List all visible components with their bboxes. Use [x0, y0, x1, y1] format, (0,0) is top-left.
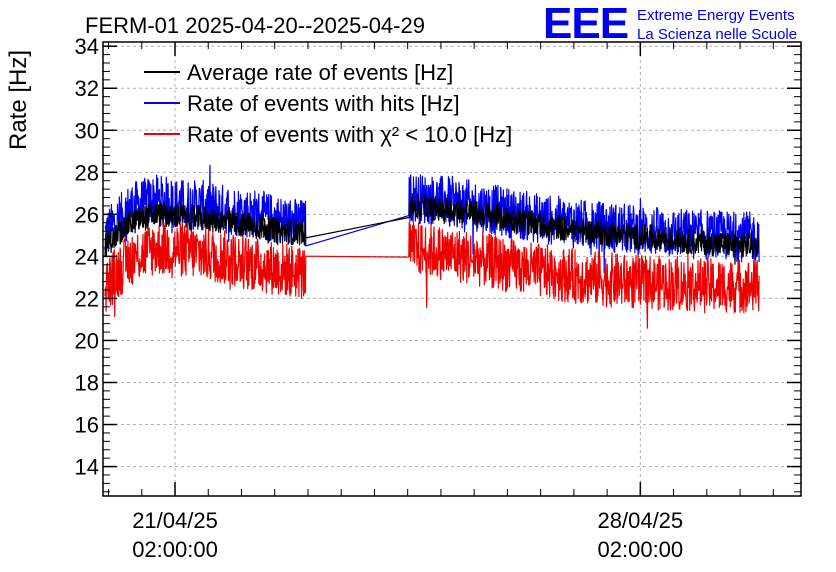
x-tick-label-date: 28/04/25 — [598, 508, 684, 533]
y-tick-label: 34 — [75, 34, 99, 59]
series-line-3 — [104, 221, 760, 329]
plot-frame — [102, 41, 802, 497]
y-tick-label: 18 — [75, 371, 99, 396]
y-tick-label: 16 — [75, 413, 99, 438]
plot-area — [104, 164, 760, 329]
y-tick-label: 22 — [75, 286, 99, 311]
legend-label: Rate of events with χ² < 10.0 [Hz] — [187, 122, 512, 147]
y-tick-label: 26 — [75, 202, 99, 227]
x-tick-label-time: 02:00:00 — [598, 537, 684, 562]
y-tick-label: 20 — [75, 328, 99, 353]
y-tick-label: 24 — [75, 244, 99, 269]
eee-logo: EEE — [543, 0, 628, 48]
x-tick-label-date: 21/04/25 — [132, 508, 218, 533]
legend: Average rate of events [Hz] Rate of event… — [144, 60, 512, 147]
y-tick-label: 30 — [75, 118, 99, 143]
y-tick-label: 28 — [75, 160, 99, 185]
y-tick-label: 14 — [75, 455, 99, 480]
logo-line-1: Extreme Energy Events — [637, 7, 795, 24]
y-tick-label: 32 — [75, 76, 99, 101]
x-tick-label-time: 02:00:00 — [132, 537, 218, 562]
chart-title: FERM-01 2025-04-20--2025-04-29 — [85, 13, 425, 38]
legend-label: Rate of events with hits [Hz] — [187, 91, 460, 116]
series-line-1 — [104, 193, 760, 265]
axes: 14 16 18 20 22 24 26 28 30 32 34 21/04/25 02:00:00 28… — [75, 34, 801, 562]
y-axis-label: Rate [Hz] — [5, 50, 32, 150]
legend-label: Average rate of events [Hz] — [187, 60, 453, 85]
logo-line-2: La Scienza nelle Scuole — [637, 26, 797, 43]
